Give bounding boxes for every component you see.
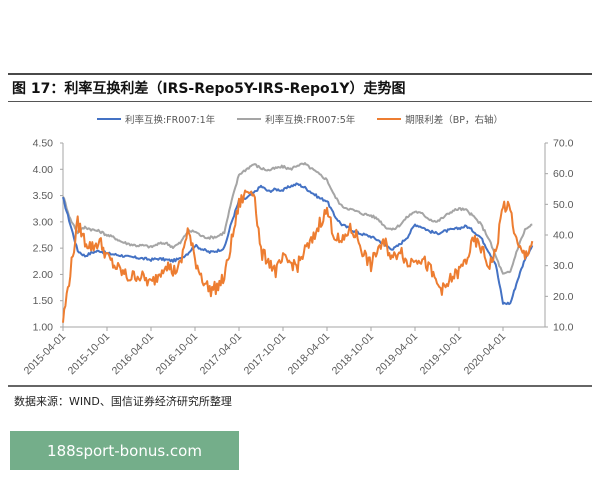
chart-series [62, 162, 534, 323]
x-axis-tick-label: 2019-04-01 [374, 331, 421, 378]
legend-swatch-blue [96, 117, 121, 121]
x-axis-tick-label: 2019-10-01 [418, 331, 465, 378]
watermark-text: 188sport-bonus.com [47, 441, 202, 460]
title-bottom-rule [8, 101, 592, 102]
x-axis-tick-label: 2018-10-01 [330, 331, 377, 378]
x-axis-tick-label: 2017-04-01 [198, 331, 245, 378]
y-axis-tick-label: 1.00 [33, 322, 54, 334]
x-axis-tick-label: 2015-10-01 [66, 331, 113, 378]
y-axis-tick-label: 2.50 [33, 243, 54, 255]
y2-axis-tick-label: 20.0 [553, 291, 574, 303]
y-axis-tick-label: 3.50 [33, 190, 54, 202]
legend-label: 利率互换:FR007:1年 [124, 115, 216, 126]
series-line [62, 182, 534, 306]
legend-swatch-gray [237, 117, 262, 121]
legend-swatch-orange [377, 117, 402, 121]
x-axis-tick-label: 2020-04-01 [462, 331, 509, 378]
watermark-banner[interactable]: 188sport-bonus.com [10, 431, 239, 470]
legend-item-irs-5y: 利率互换:FR007:5年 [237, 112, 355, 126]
legend-item-term-spread: 期限利差（BP，右轴） [377, 112, 503, 126]
line-chart: 1.00 1.50 2.00 2.50 3.00 3.50 4.00 4.50 10.0 20.0… [22, 138, 574, 378]
title-top-rule [8, 73, 592, 75]
x-axis-tick-label: 2015-04-01 [22, 331, 69, 378]
legend-label: 利率互换:FR007:5年 [265, 115, 356, 126]
y-axis-tick-label: 1.50 [33, 295, 54, 307]
data-source-note: 数据来源：WIND、国信证券经济研究所整理 [14, 395, 232, 408]
x-axis-tick-label: 2018-04-01 [286, 331, 333, 378]
y2-axis-tick-label: 70.0 [553, 138, 574, 150]
chart-legend: 利率互换:FR007:1年 利率互换:FR007:5年 期限利差（BP，右轴） [0, 112, 600, 126]
chart-axes [60, 142, 548, 331]
y-axis-tick-label: 3.00 [33, 216, 54, 228]
source-top-rule [8, 385, 592, 387]
legend-label: 期限利差（BP，右轴） [405, 115, 504, 126]
y2-axis-tick-label: 10.0 [553, 322, 574, 334]
y2-axis-tick-label: 40.0 [553, 230, 574, 242]
y2-axis-tick-label: 60.0 [553, 168, 574, 180]
y2-axis-tick-label: 30.0 [553, 260, 574, 272]
legend-item-irs-1y: 利率互换:FR007:1年 [96, 112, 216, 126]
y-axis-tick-label: 4.50 [33, 138, 54, 150]
series-line [62, 189, 534, 323]
x-axis-tick-label: 2016-04-01 [110, 331, 157, 378]
figure-title: 图 17：利率互换利差（IRS-Repo5Y-IRS-Repo1Y）走势图 [12, 81, 406, 97]
y-axis-tick-label: 4.00 [33, 164, 54, 176]
y2-axis-tick-label: 50.0 [553, 199, 574, 211]
x-axis-tick-label: 2017-10-01 [242, 331, 289, 378]
x-axis-tick-label: 2016-10-01 [154, 331, 201, 378]
y-axis-tick-label: 2.00 [33, 269, 54, 281]
series-line [62, 162, 533, 275]
